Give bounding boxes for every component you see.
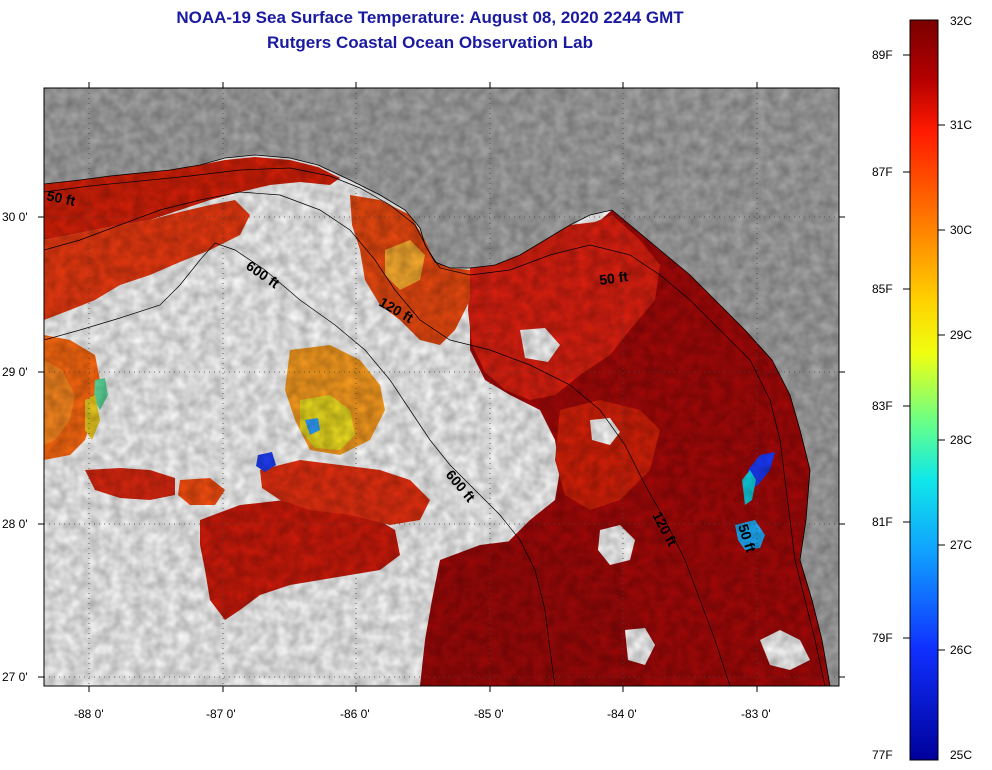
colorbar-fahrenheit-label: 87F [872, 165, 893, 179]
colorbar-celsius-label: 31C [950, 118, 973, 132]
colorbar-fahrenheit-label: 83F [872, 399, 893, 413]
colorbar-fahrenheit-label: 85F [872, 282, 893, 296]
colorbar [909, 19, 939, 761]
map-subtitle: Rutgers Coastal Ocean Observation Lab [267, 33, 593, 52]
colorbar-fahrenheit-label: 81F [872, 515, 893, 529]
lat-tick-label: 29 0' [2, 365, 28, 379]
lon-tick-label: -85 0' [474, 707, 504, 721]
map-title: NOAA-19 Sea Surface Temperature: August … [176, 8, 684, 27]
lon-tick-label: -87 0' [206, 707, 236, 721]
colorbar-fahrenheit-label: 89F [872, 48, 893, 62]
lon-tick-label: -83 0' [741, 707, 771, 721]
colorbar-celsius-label: 27C [950, 538, 973, 552]
contour-600ft [44, 242, 556, 686]
lon-tick-label: -86 0' [340, 707, 370, 721]
lon-tick-label: -88 0' [74, 707, 104, 721]
colorbar-celsius-label: 32C [950, 14, 973, 28]
contour-50ft-north [44, 167, 826, 686]
contour-label: 50 ft [45, 187, 77, 209]
colorbar-fahrenheit-label: 77F [872, 748, 893, 762]
lat-tick-label: 30 0' [2, 210, 28, 224]
contour-label: 50 ft [598, 268, 629, 288]
colorbar-celsius-label: 25C [950, 748, 973, 762]
colorbar-celsius-label: 26C [950, 643, 973, 657]
colorbar-celsius-label: 30C [950, 223, 973, 237]
colorbar-celsius-label: 28C [950, 433, 973, 447]
contour-120ft [44, 191, 731, 686]
lat-tick-label: 27 0' [2, 670, 28, 684]
lat-tick-label: 28 0' [2, 517, 28, 531]
lon-tick-label: -84 0' [607, 707, 637, 721]
colorbar-fahrenheit-label: 79F [872, 631, 893, 645]
colorbar-celsius-label: 29C [950, 328, 973, 342]
